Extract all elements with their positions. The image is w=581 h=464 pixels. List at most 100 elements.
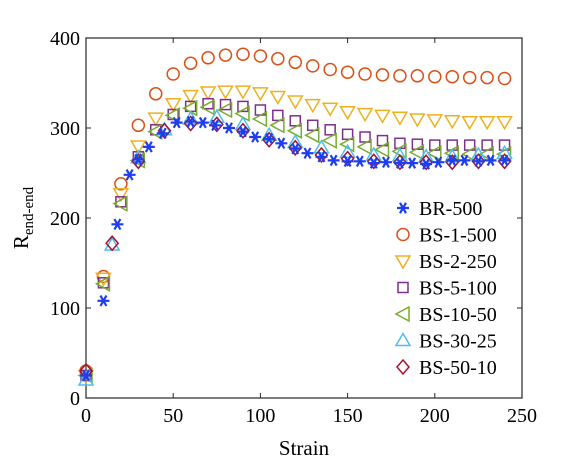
data-point [77, 371, 95, 386]
data-point [497, 71, 512, 86]
data-point [462, 70, 477, 85]
data-point [289, 115, 302, 127]
data-point [458, 154, 471, 167]
data-point [375, 68, 390, 82]
data-point [114, 177, 128, 191]
legend-label: BS-1-500 [419, 225, 497, 247]
series-BR-500 [80, 115, 511, 382]
data-point [393, 157, 406, 169]
data-point [95, 272, 112, 287]
series-BS-1-500 [79, 47, 512, 378]
data-point [406, 157, 419, 169]
data-point [202, 97, 214, 110]
data-point [223, 122, 236, 134]
data-point [496, 115, 513, 131]
data-point [321, 132, 337, 149]
data-point [199, 99, 215, 116]
data-point [478, 115, 496, 131]
data-point [339, 143, 356, 159]
data-point [289, 142, 302, 155]
data-point [356, 138, 372, 156]
data-point [269, 117, 285, 134]
data-point [234, 85, 252, 100]
legend-marker [394, 332, 412, 347]
data-point [271, 51, 285, 66]
data-point [498, 154, 511, 167]
data-point [359, 131, 371, 143]
data-point [170, 116, 183, 129]
data-point [461, 115, 478, 131]
x-tick-label: 100 [245, 405, 275, 427]
data-point [132, 153, 145, 166]
data-point [393, 69, 407, 83]
data-point [315, 151, 328, 163]
data-point [480, 70, 494, 85]
data-point [365, 146, 383, 161]
legend-item: BS-50-10 [396, 357, 497, 379]
data-point [94, 275, 111, 292]
legend-item: BS-5-100 [397, 278, 497, 300]
data-point [286, 122, 303, 139]
data-point [182, 110, 199, 125]
data-point [408, 144, 425, 161]
data-point [253, 49, 268, 63]
data-point [263, 133, 276, 145]
legend-label: BR-500 [419, 198, 482, 220]
data-point [373, 141, 390, 158]
data-point [426, 114, 444, 129]
data-point [304, 126, 320, 144]
data-point [79, 362, 93, 380]
legend: BR-500 BS-1-500 BS-2-250 BS-5-100 BS-10-50 BS… [394, 198, 497, 379]
data-point [286, 95, 304, 110]
data-point [183, 56, 198, 70]
data-point [339, 106, 356, 121]
legend-label: BS-2-250 [419, 251, 497, 273]
data-point [314, 146, 329, 164]
svg-text:Rend-end: Rend-end [9, 186, 37, 249]
legend-label: BS-30-25 [419, 331, 497, 353]
data-point [445, 69, 459, 84]
data-point [391, 111, 409, 126]
legend-marker [394, 305, 410, 323]
data-point [288, 55, 303, 70]
legend-marker [397, 202, 409, 214]
data-point [472, 155, 485, 168]
legend-label: BS-10-50 [419, 304, 497, 326]
x-tick-label: 200 [420, 405, 450, 427]
data-point [426, 144, 442, 162]
x-axis-title: Strain [279, 436, 330, 460]
y-tick-label: 200 [50, 208, 80, 230]
data-point [272, 109, 284, 122]
data-point [301, 147, 314, 159]
data-point [374, 109, 391, 124]
data-point [236, 47, 250, 61]
data-point [306, 119, 319, 132]
data-point [166, 67, 180, 81]
data-point [356, 107, 374, 123]
data-point [149, 87, 163, 101]
data-point [123, 169, 136, 181]
data-point [420, 158, 433, 170]
data-point [323, 62, 337, 77]
data-point [236, 125, 249, 138]
data-point [321, 102, 339, 117]
y-axis-title: Rend-end [9, 186, 37, 249]
data-point [446, 154, 459, 167]
data-point [199, 86, 217, 101]
ticks-layer: 0 50 100 150 200 250 0 100 200 300 400 [50, 28, 537, 427]
data-point [217, 85, 234, 100]
data-point [184, 115, 197, 128]
data-point [196, 116, 209, 129]
legend-item: BR-500 [397, 198, 482, 220]
data-point [130, 149, 147, 164]
data-point [353, 155, 366, 168]
data-point [251, 110, 268, 128]
data-point [275, 137, 288, 150]
markers-layer [77, 47, 513, 386]
legend-label: BS-5-100 [419, 278, 497, 300]
series-BS-2-250 [77, 85, 513, 384]
data-point [443, 115, 461, 130]
data-point [392, 154, 407, 171]
data-point [216, 101, 233, 119]
